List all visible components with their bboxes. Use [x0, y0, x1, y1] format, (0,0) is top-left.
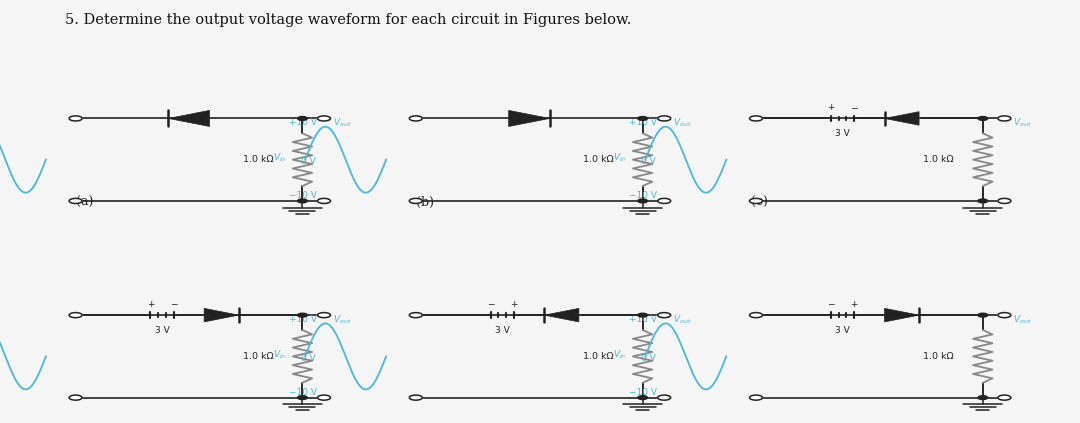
Polygon shape	[204, 308, 239, 322]
Text: 1.0 kΩ: 1.0 kΩ	[583, 352, 613, 361]
Circle shape	[978, 313, 987, 317]
Circle shape	[69, 116, 82, 121]
Text: (b): (b)	[416, 196, 434, 209]
Text: 1.0 kΩ: 1.0 kΩ	[243, 352, 273, 361]
Text: 3 V: 3 V	[154, 326, 170, 335]
Text: −10 V: −10 V	[289, 388, 316, 397]
Text: $V_{out}$: $V_{out}$	[333, 116, 351, 129]
Text: $V_{out}$: $V_{out}$	[1013, 116, 1031, 129]
Circle shape	[69, 198, 82, 203]
Circle shape	[658, 313, 671, 318]
Text: +: +	[850, 300, 858, 309]
Circle shape	[978, 116, 987, 121]
Text: $V_{in}$: $V_{in}$	[272, 151, 286, 164]
Circle shape	[409, 313, 422, 318]
Circle shape	[978, 199, 987, 203]
Text: +: +	[147, 300, 154, 309]
Text: +10 V: +10 V	[629, 118, 657, 127]
Circle shape	[409, 116, 422, 121]
Polygon shape	[509, 110, 550, 126]
Text: +: +	[827, 103, 835, 112]
Text: $V_{in}$: $V_{in}$	[613, 348, 626, 360]
Text: −10 V: −10 V	[629, 191, 657, 201]
Text: $V_{in}$: $V_{in}$	[272, 348, 286, 360]
Circle shape	[298, 199, 308, 203]
Text: 3 V: 3 V	[835, 326, 850, 335]
Circle shape	[998, 313, 1011, 318]
Text: 0 V: 0 V	[642, 157, 656, 166]
Circle shape	[637, 116, 648, 121]
Text: $V_{in}$: $V_{in}$	[613, 151, 626, 164]
Text: (a): (a)	[76, 196, 93, 209]
Circle shape	[69, 313, 82, 318]
Circle shape	[637, 313, 648, 317]
Circle shape	[750, 313, 762, 318]
Circle shape	[298, 396, 308, 399]
Circle shape	[658, 198, 671, 203]
Polygon shape	[885, 308, 919, 322]
Text: +: +	[510, 300, 517, 309]
Text: 5. Determine the output voltage waveform for each circuit in Figures below.: 5. Determine the output voltage waveform…	[65, 13, 631, 27]
Circle shape	[658, 116, 671, 121]
Circle shape	[318, 395, 330, 400]
Circle shape	[998, 116, 1011, 121]
Text: $V_{out}$: $V_{out}$	[673, 116, 691, 129]
Circle shape	[318, 116, 330, 121]
Circle shape	[998, 198, 1011, 203]
Circle shape	[658, 395, 671, 400]
Text: 0 V: 0 V	[301, 157, 315, 166]
Circle shape	[978, 396, 987, 399]
Circle shape	[298, 116, 308, 121]
Text: 1.0 kΩ: 1.0 kΩ	[923, 352, 954, 361]
Text: +10 V: +10 V	[289, 315, 316, 324]
Text: −: −	[170, 300, 177, 309]
Text: 1.0 kΩ: 1.0 kΩ	[243, 155, 273, 164]
Text: −: −	[850, 103, 858, 112]
Polygon shape	[168, 110, 210, 126]
Circle shape	[318, 198, 330, 203]
Circle shape	[637, 199, 648, 203]
Circle shape	[318, 313, 330, 318]
Text: $V_{out}$: $V_{out}$	[333, 313, 351, 326]
Circle shape	[298, 313, 308, 317]
Text: (c): (c)	[751, 196, 768, 209]
Text: 1.0 kΩ: 1.0 kΩ	[583, 155, 613, 164]
Text: $V_{out}$: $V_{out}$	[673, 313, 691, 326]
Text: +10 V: +10 V	[289, 118, 316, 127]
Text: −: −	[827, 300, 835, 309]
Circle shape	[409, 395, 422, 400]
Text: −10 V: −10 V	[629, 388, 657, 397]
Circle shape	[750, 116, 762, 121]
Text: 3 V: 3 V	[495, 326, 510, 335]
Circle shape	[637, 396, 648, 399]
Text: −10 V: −10 V	[289, 191, 316, 201]
Text: 3 V: 3 V	[835, 129, 850, 138]
Polygon shape	[885, 112, 919, 125]
Circle shape	[750, 395, 762, 400]
Polygon shape	[544, 308, 579, 322]
Text: 0 V: 0 V	[642, 354, 656, 363]
Circle shape	[69, 395, 82, 400]
Circle shape	[409, 198, 422, 203]
Text: 1.0 kΩ: 1.0 kΩ	[923, 155, 954, 164]
Circle shape	[998, 395, 1011, 400]
Circle shape	[750, 198, 762, 203]
Text: −: −	[487, 300, 495, 309]
Text: 0 V: 0 V	[301, 354, 315, 363]
Text: +10 V: +10 V	[629, 315, 657, 324]
Text: $V_{out}$: $V_{out}$	[1013, 313, 1031, 326]
